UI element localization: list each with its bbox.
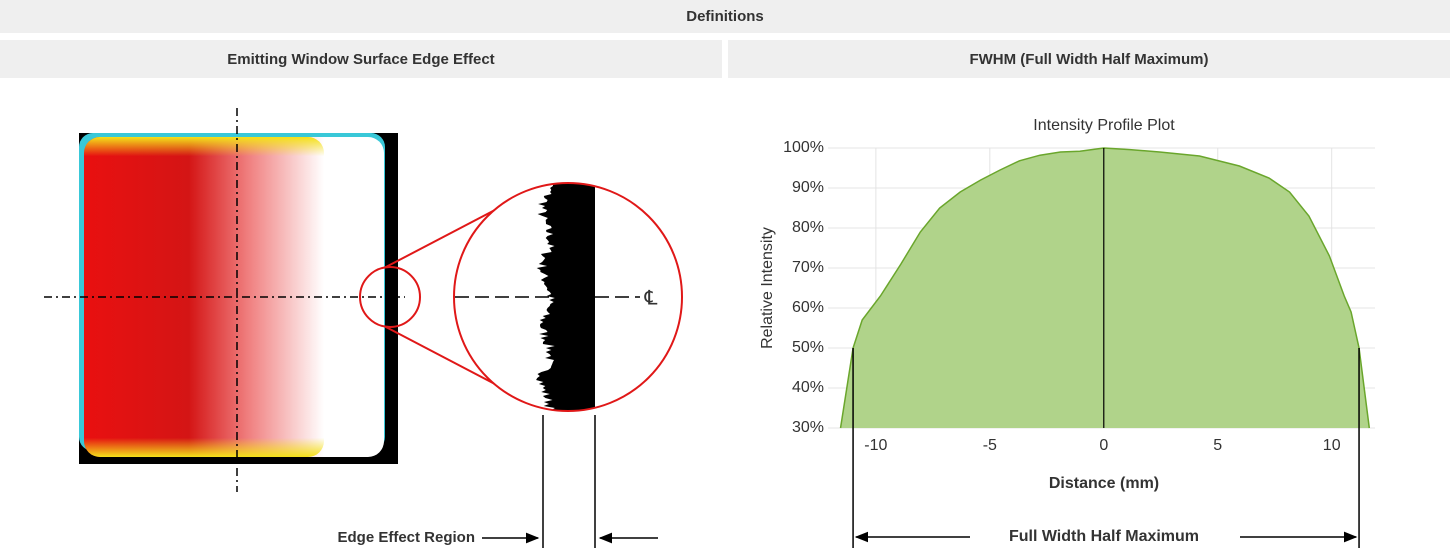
x-tick-label: -10 <box>864 437 887 454</box>
y-tick-label: 40% <box>792 379 824 396</box>
x-tick-label: -5 <box>983 437 997 454</box>
x-tick-label: 5 <box>1213 437 1222 454</box>
y-tick-label: 50% <box>792 339 824 356</box>
x-tick-label: 0 <box>1099 437 1108 454</box>
chart-title: Intensity Profile Plot <box>1033 117 1175 134</box>
edge-illustration <box>44 108 700 548</box>
annotation: Full Width Half Maximum <box>1009 528 1199 545</box>
y-tick-label: 70% <box>792 259 824 276</box>
y-tick-label: 100% <box>783 139 824 156</box>
y-axis-label: Relative Intensity <box>759 227 776 349</box>
edge-region-label: Edge Effect Region <box>337 529 475 546</box>
y-tick-label: 80% <box>792 219 824 236</box>
header-title: Definitions <box>686 8 764 25</box>
page: Definitions Emitting Window Surface Edge… <box>0 0 1450 552</box>
y-tick-label: 90% <box>792 179 824 196</box>
column-title: FWHM (Full Width Half Maximum) <box>969 51 1208 68</box>
x-axis-label: Distance (mm) <box>1049 475 1159 492</box>
area <box>841 148 1370 428</box>
center-line-symbol: ℄ <box>644 286 658 310</box>
column-title: Emitting Window Surface Edge Effect <box>227 51 494 68</box>
y-tick-label: 30% <box>792 419 824 436</box>
y-tick-label: 60% <box>792 299 824 316</box>
x-tick-label: 10 <box>1323 437 1341 454</box>
definitions-panel: Definitions Emitting Window Surface Edge… <box>0 0 1450 552</box>
